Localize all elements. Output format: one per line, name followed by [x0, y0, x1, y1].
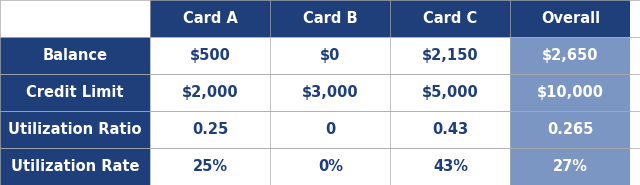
Bar: [511, 148, 630, 185]
Bar: [270, 0, 390, 37]
Text: $2,650: $2,650: [542, 48, 598, 63]
Text: 27%: 27%: [553, 159, 588, 174]
Bar: [390, 148, 511, 185]
Text: $2,000: $2,000: [182, 85, 239, 100]
Text: $10,000: $10,000: [537, 85, 604, 100]
Bar: [150, 148, 270, 185]
Text: Card B: Card B: [303, 11, 358, 26]
Bar: [270, 37, 390, 74]
Text: Utilization Ratio: Utilization Ratio: [8, 122, 142, 137]
Bar: [0, 111, 150, 148]
Text: Card C: Card C: [423, 11, 477, 26]
Bar: [390, 0, 511, 37]
Bar: [150, 111, 270, 148]
Text: $2,150: $2,150: [422, 48, 479, 63]
Text: Credit Limit: Credit Limit: [26, 85, 124, 100]
Bar: [150, 74, 270, 111]
Text: Balance: Balance: [43, 48, 108, 63]
Text: Card A: Card A: [183, 11, 238, 26]
Bar: [511, 111, 630, 148]
Bar: [511, 74, 630, 111]
Bar: [0, 148, 150, 185]
Bar: [390, 37, 511, 74]
Bar: [270, 148, 390, 185]
Bar: [390, 111, 511, 148]
Text: 0.43: 0.43: [433, 122, 468, 137]
Text: $500: $500: [190, 48, 231, 63]
Text: $0: $0: [320, 48, 340, 63]
Text: Overall: Overall: [541, 11, 600, 26]
Text: 0%: 0%: [318, 159, 343, 174]
Bar: [270, 74, 390, 111]
Text: 25%: 25%: [193, 159, 228, 174]
Bar: [150, 0, 270, 37]
Text: 0: 0: [325, 122, 335, 137]
Text: Utilization Rate: Utilization Rate: [11, 159, 140, 174]
Bar: [511, 37, 630, 74]
Bar: [0, 0, 150, 37]
Text: 0.265: 0.265: [547, 122, 593, 137]
Bar: [390, 74, 511, 111]
Text: $3,000: $3,000: [302, 85, 358, 100]
Text: 43%: 43%: [433, 159, 468, 174]
Text: 0.25: 0.25: [192, 122, 228, 137]
Bar: [0, 37, 150, 74]
Bar: [270, 111, 390, 148]
Bar: [511, 0, 630, 37]
Bar: [150, 37, 270, 74]
Bar: [0, 74, 150, 111]
Text: $5,000: $5,000: [422, 85, 479, 100]
